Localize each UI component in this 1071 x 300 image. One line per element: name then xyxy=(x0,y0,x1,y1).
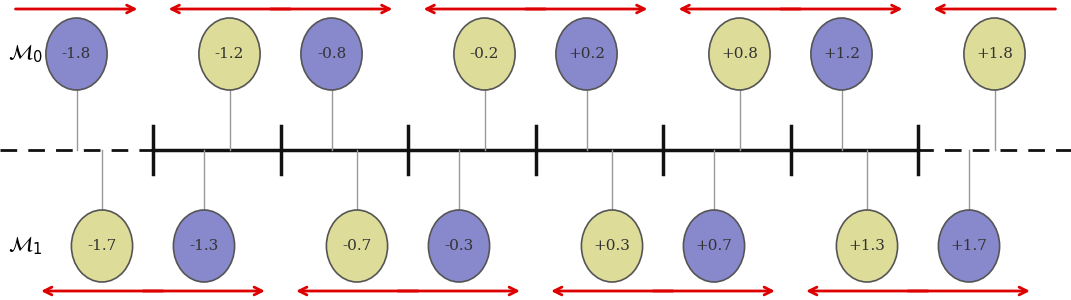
Circle shape xyxy=(174,210,235,282)
Circle shape xyxy=(811,18,872,90)
Circle shape xyxy=(428,210,489,282)
Text: -0.8: -0.8 xyxy=(317,47,346,61)
Circle shape xyxy=(683,210,744,282)
Text: +0.7: +0.7 xyxy=(695,239,733,253)
Circle shape xyxy=(72,210,133,282)
Text: -1.8: -1.8 xyxy=(62,47,91,61)
Circle shape xyxy=(836,210,897,282)
Text: -0.2: -0.2 xyxy=(470,47,499,61)
Circle shape xyxy=(327,210,388,282)
Circle shape xyxy=(556,18,617,90)
Text: $\mathcal{M}_0$: $\mathcal{M}_0$ xyxy=(9,43,43,65)
Text: +1.3: +1.3 xyxy=(848,239,886,253)
Circle shape xyxy=(582,210,643,282)
Text: +0.3: +0.3 xyxy=(593,239,631,253)
Text: -1.7: -1.7 xyxy=(88,239,117,253)
Text: +1.8: +1.8 xyxy=(976,47,1013,61)
Text: $\mathcal{M}_1$: $\mathcal{M}_1$ xyxy=(9,235,43,257)
Text: -1.3: -1.3 xyxy=(190,239,218,253)
Text: +0.8: +0.8 xyxy=(721,47,758,61)
Text: +0.2: +0.2 xyxy=(568,47,605,61)
Circle shape xyxy=(938,210,999,282)
Circle shape xyxy=(199,18,260,90)
Text: +1.7: +1.7 xyxy=(951,239,987,253)
Circle shape xyxy=(301,18,362,90)
Text: -0.7: -0.7 xyxy=(343,239,372,253)
Text: -1.2: -1.2 xyxy=(215,47,244,61)
Text: -0.3: -0.3 xyxy=(444,239,473,253)
Circle shape xyxy=(964,18,1025,90)
Circle shape xyxy=(709,18,770,90)
Circle shape xyxy=(454,18,515,90)
Circle shape xyxy=(46,18,107,90)
Text: +1.2: +1.2 xyxy=(823,47,860,61)
